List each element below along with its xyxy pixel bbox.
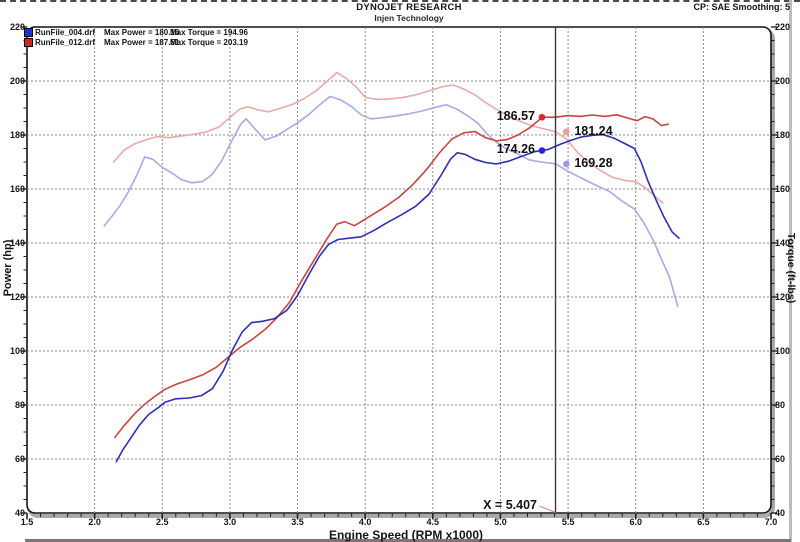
dyno-curve	[115, 133, 680, 463]
rpm-axis-tick-label: 2.0	[88, 517, 101, 527]
legend-max-power: Max Power = 180.16	[104, 27, 180, 37]
rpm-axis-tick-label: 5.0	[494, 517, 507, 527]
legend: RunFile_004.drf Max Power = 180.16 Max T…	[24, 27, 344, 47]
rpm-axis-tick-label: 4.0	[358, 517, 372, 527]
dyno-curve	[103, 95, 679, 308]
rpm-axis-tick-label: 3.0	[223, 517, 237, 527]
legend-row-run004: RunFile_004.drf Max Power = 180.16 Max T…	[24, 27, 344, 37]
legend-row-run012: RunFile_012.drf Max Power = 187.51 Max T…	[24, 37, 344, 47]
cursor-x-label: X = 5.407	[483, 498, 537, 512]
dyno-curve	[112, 71, 664, 204]
torque-axis-title: Torque (ft-lbs)	[785, 232, 797, 304]
rpm-axis-tick-label: 6.5	[697, 517, 710, 527]
torque-axis-tick-label: 180	[775, 130, 791, 140]
torque-axis-tick-label: 120	[775, 292, 791, 302]
torque-axis-tick-label: 160	[775, 184, 791, 194]
legend-swatch-blue	[24, 27, 33, 37]
power-axis-tick-label: 220	[9, 22, 25, 32]
value-marker-dot	[538, 147, 546, 154]
rpm-axis-tick-label: 4.5	[426, 517, 440, 527]
power-axis-tick-label: 180	[9, 130, 25, 140]
cropped-text-smear	[25, 539, 791, 542]
torque-axis-tick-label: 140	[775, 238, 791, 248]
legend-max-power: Max Power = 187.51	[104, 37, 180, 47]
value-marker-dot	[563, 160, 570, 168]
dyno-curve	[114, 114, 670, 439]
power-axis-tick-label: 120	[9, 292, 25, 302]
power-axis-tick-label: 160	[9, 184, 25, 194]
rpm-axis-tick-label: 7.0	[764, 517, 778, 527]
legend-max-torque: Max Torque = 194.96	[170, 27, 248, 37]
torque-axis-tick-label: 40	[775, 508, 786, 518]
shop-name: Injen Technology	[374, 13, 444, 23]
plot-border	[26, 26, 772, 514]
window-edge-strip	[789, 0, 792, 542]
torque-axis-tick-label: 200	[775, 76, 791, 86]
power-axis-tick-label: 200	[9, 76, 25, 86]
cursor-value-label: 169.28	[574, 155, 613, 170]
power-axis-title: Power (hp)	[2, 239, 14, 297]
cursor-value-label: 186.57	[496, 109, 535, 124]
rpm-axis-tick-label: 6.0	[629, 517, 642, 527]
value-marker-dot	[563, 128, 570, 135]
cursor-value-label: 174.26	[496, 142, 535, 157]
legend-swatch-red	[24, 37, 33, 47]
legend-file-name: RunFile_004.drf	[35, 27, 96, 37]
cursor-pointer-line	[538, 505, 556, 514]
app-title: DYNOJET RESEARCH	[356, 2, 462, 13]
torque-axis-tick-label: 100	[775, 346, 791, 356]
legend-file-name: RunFile_012.drf	[35, 37, 96, 47]
torque-axis-tick-label: 220	[775, 22, 791, 32]
crop-marquee-top	[0, 0, 800, 2]
cursor-value-label: 181.24	[574, 123, 613, 138]
power-axis-tick-label: 80	[14, 400, 25, 410]
rpm-axis-tick-label: 5.5	[561, 517, 575, 527]
power-axis-tick-label: 60	[14, 454, 25, 464]
power-axis-tick-label: 100	[9, 346, 25, 356]
power-axis-tick-label: 140	[9, 238, 25, 248]
rpm-axis-title: Engine Speed (RPM x1000)	[328, 528, 484, 542]
value-marker-dot	[538, 113, 546, 121]
rpm-axis-tick-label: 3.5	[291, 517, 304, 527]
rpm-axis-tick-label: 1.5	[20, 517, 34, 527]
torque-axis-tick-label: 80	[775, 400, 786, 410]
power-axis-tick-label: 40	[14, 508, 25, 518]
rpm-axis-tick-label: 2.5	[156, 517, 169, 527]
legend-max-torque: Max Torque = 203.19	[170, 37, 248, 47]
torque-axis-tick-label: 60	[775, 454, 786, 464]
correction-smoothing-info: CP: SAE Smoothing: 5	[693, 2, 791, 12]
